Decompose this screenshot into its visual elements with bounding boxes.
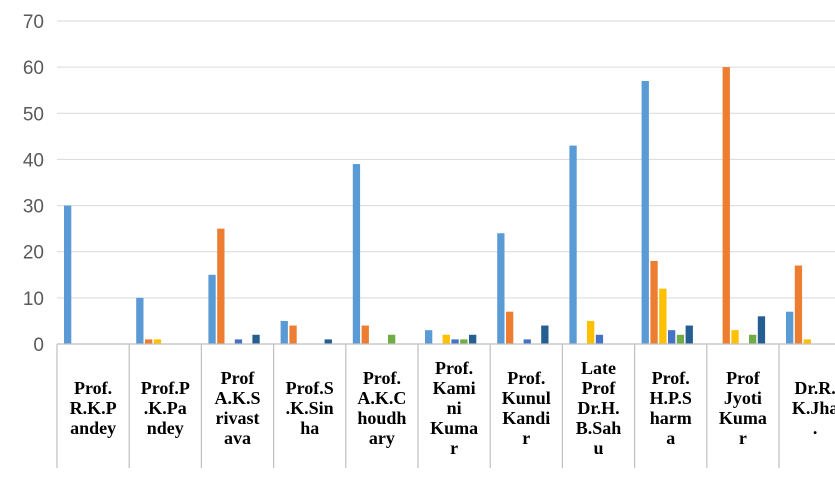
bar (324, 339, 332, 344)
category-label: .K.Pa (144, 398, 187, 418)
bar (289, 325, 297, 344)
bar (497, 233, 505, 344)
category-label: . (813, 418, 818, 438)
y-tick-label: 10 (23, 289, 44, 310)
category-label: Prof. (507, 368, 545, 388)
category-label: Prof (221, 368, 256, 388)
bar (685, 325, 693, 344)
y-tick-label: 20 (23, 243, 44, 264)
category-label: .K.Sin (286, 398, 334, 418)
category-label: R.K.P (70, 398, 117, 418)
category-label: ava (224, 428, 251, 448)
gridlines (57, 20, 835, 299)
bar (786, 311, 794, 344)
bar (506, 311, 514, 344)
bar (794, 265, 803, 344)
y-tick-label: 0 (33, 335, 44, 356)
bar (659, 288, 667, 344)
category-label: Kunul (502, 388, 551, 408)
bar (595, 334, 604, 344)
bar (208, 274, 216, 344)
category-label: A.K.C (357, 388, 406, 408)
category-label: ndey (147, 418, 184, 438)
category-label: Kuma (430, 418, 478, 438)
bars (64, 67, 811, 345)
category-label: Prof. (652, 368, 690, 388)
category-label: B.Sah (576, 418, 622, 438)
bar (731, 330, 739, 344)
category-label: Kami (433, 378, 476, 398)
category-label: u (593, 438, 603, 458)
bar (64, 205, 72, 344)
bar (757, 316, 766, 344)
category-label: r (522, 428, 530, 448)
category-label: ary (369, 428, 395, 448)
bar (388, 334, 396, 344)
category-labels: Prof.R.K.PandeyProf.P.K.PandeyProfA.K.Sr… (70, 358, 835, 458)
category-label: r (450, 438, 458, 458)
category-label: Jyoti (724, 388, 762, 408)
category-label: Prof.S (286, 378, 334, 398)
bar (668, 330, 676, 344)
y-tick-label: 40 (23, 150, 44, 171)
category-label: Prof (582, 378, 617, 398)
bar (650, 260, 658, 344)
bar (676, 334, 685, 344)
y-tick-label: 50 (23, 104, 44, 125)
category-label: houdh (357, 408, 406, 428)
bar (425, 330, 433, 344)
bar (451, 339, 459, 344)
category-label: rivast (216, 408, 260, 428)
bar (722, 67, 730, 345)
y-axis-tick-labels: 0 10 20 30 40 50 60 70 (23, 12, 44, 356)
bar (352, 164, 361, 344)
category-label: H.P.S (650, 388, 692, 408)
bar (136, 297, 144, 344)
bar (460, 339, 468, 344)
category-label: andey (70, 418, 116, 438)
bar (442, 334, 450, 344)
y-tick-label: 60 (23, 58, 44, 79)
bar (803, 339, 811, 344)
bar (469, 334, 477, 344)
category-table (56, 343, 835, 468)
category-label: Prof. (435, 358, 473, 378)
category-label: Late (581, 358, 616, 378)
bar (280, 320, 288, 344)
category-label: ha (300, 418, 319, 438)
category-label: r (739, 428, 747, 448)
bar (587, 320, 595, 344)
bar (641, 80, 649, 344)
bar (234, 339, 243, 344)
y-tick-label: 70 (23, 12, 44, 33)
bar (153, 339, 162, 344)
category-label: ni (447, 398, 462, 418)
category-label: K.Jha (792, 398, 835, 418)
category-label: Prof. (74, 378, 112, 398)
category-label: harm (650, 408, 692, 428)
y-tick-label: 30 (23, 197, 44, 218)
category-label: a (666, 428, 675, 448)
category-label: Prof. (363, 368, 401, 388)
category-label: Prof.P (141, 378, 190, 398)
bar (361, 325, 369, 344)
bar (217, 228, 225, 344)
category-label: Dr.H. (577, 398, 619, 418)
category-label: Dr.R. (794, 378, 835, 398)
category-label: Kuma (719, 408, 767, 428)
bar (145, 339, 153, 344)
bar (569, 145, 577, 344)
bar (541, 325, 549, 344)
bar (523, 339, 531, 344)
category-label: Prof (726, 368, 761, 388)
bar (749, 334, 757, 344)
category-label: Kandi (502, 408, 550, 428)
category-label: A.K.S (214, 388, 260, 408)
bar (252, 334, 260, 344)
